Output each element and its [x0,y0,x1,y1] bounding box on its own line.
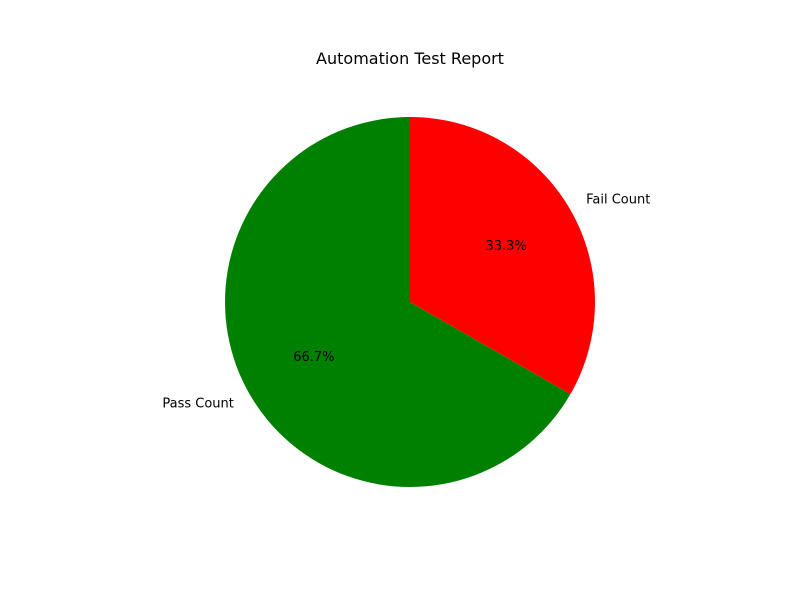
chart-title: Automation Test Report [316,49,504,68]
pie-slice-pass-count [224,117,571,488]
pie-slice-fail-count [410,117,595,395]
pie-labels: Pass Count 66.7% Fail Count 33.3% [162,193,650,412]
slice-percent-pass-count: 66.7% [293,350,334,365]
slice-label-pass-count: Pass Count [162,396,234,411]
slice-label-fail-count: Fail Count [586,193,650,208]
slice-percent-fail-count: 33.3% [485,239,526,254]
pie-slices [224,117,595,488]
